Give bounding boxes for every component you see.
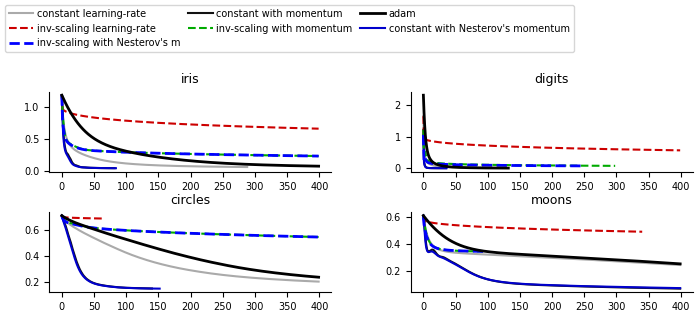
Title: circles: circles [170,194,210,207]
Title: iris: iris [181,73,199,86]
Title: moons: moons [531,194,573,207]
Title: digits: digits [535,73,569,86]
Legend: constant learning-rate, inv-scaling learning-rate, inv-scaling with Nesterov's m: constant learning-rate, inv-scaling lear… [5,5,573,52]
